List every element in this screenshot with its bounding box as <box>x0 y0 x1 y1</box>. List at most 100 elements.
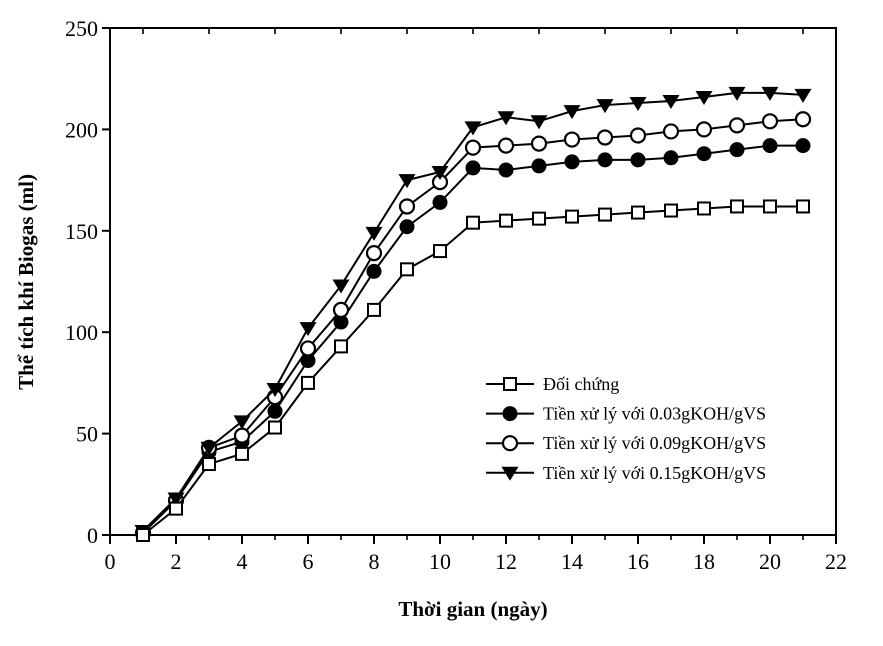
legend-item-1: Tiền xử lý với 0.03gKOH/gVS <box>486 404 766 424</box>
data-point-marker <box>596 99 614 114</box>
data-point-marker <box>367 302 381 317</box>
data-point-marker <box>398 174 416 189</box>
data-point-marker <box>267 403 283 419</box>
x-axis-tick-label: 4 <box>237 549 248 574</box>
data-point-marker <box>365 226 383 241</box>
x-axis-tick-label: 20 <box>759 549 781 574</box>
plot-frame <box>109 27 837 536</box>
data-point-marker <box>532 211 546 226</box>
data-point-marker <box>762 138 778 154</box>
open-square-icon <box>503 377 517 391</box>
data-point-marker <box>398 198 416 215</box>
open-circle-icon <box>501 435 519 452</box>
legend: Đối chứng Tiền xử lý với 0.03gKOH/gVS Tiền… <box>486 374 766 483</box>
data-point-marker <box>761 113 779 130</box>
data-point-marker <box>563 131 581 148</box>
data-point-marker <box>763 199 777 214</box>
plot-frame-border <box>109 27 837 536</box>
data-point-marker <box>730 199 744 214</box>
data-point-marker <box>400 262 414 277</box>
x-axis-tick-label: 0 <box>105 549 116 574</box>
data-point-marker <box>365 245 383 262</box>
data-point-marker <box>266 382 284 397</box>
data-point-marker <box>729 142 745 158</box>
data-point-marker <box>530 115 548 130</box>
data-point-marker <box>796 199 810 214</box>
data-point-marker <box>431 165 449 180</box>
data-point-marker <box>597 152 613 168</box>
filled-circle-icon <box>502 406 518 422</box>
data-point-marker <box>301 375 315 390</box>
data-point-marker <box>565 209 579 224</box>
data-point-marker <box>464 121 482 136</box>
data-point-marker <box>498 162 514 178</box>
y-axis-tick-label: 250 <box>65 16 98 41</box>
data-point-marker <box>794 111 812 128</box>
filled-triangle-down-icon <box>501 466 519 481</box>
data-point-marker <box>596 129 614 146</box>
series-open-square <box>136 199 810 542</box>
x-axis-tick-label: 16 <box>627 549 649 574</box>
series-open-circle <box>134 111 812 542</box>
y-axis-tick-label: 0 <box>87 523 98 548</box>
data-point-marker <box>233 415 251 430</box>
data-point-marker <box>662 95 680 110</box>
x-axis-tick-label: 2 <box>171 549 182 574</box>
data-point-marker <box>200 441 218 456</box>
x-axis-title: Thời gian (ngày) <box>398 597 547 621</box>
data-point-marker <box>629 97 647 112</box>
axes: 0 2 4 6 8 10 12 14 16 18 20 22 0 50 100 150 200 250 <box>65 16 847 574</box>
data-point-marker <box>333 314 349 330</box>
data-point-marker <box>466 215 480 230</box>
legend-item-2: Tiền xử lý với 0.09gKOH/gVS <box>486 433 766 453</box>
data-point-marker <box>499 213 513 228</box>
data-point-marker <box>697 201 711 216</box>
data-point-marker <box>662 123 680 140</box>
data-point-marker <box>235 446 249 461</box>
data-point-marker <box>795 138 811 154</box>
legend-label: Tiền xử lý với 0.09gKOH/gVS <box>543 433 766 453</box>
data-point-marker <box>761 86 779 101</box>
data-point-marker <box>332 279 350 294</box>
legend-item-0: Đối chứng <box>486 374 619 394</box>
data-point-marker <box>366 263 382 279</box>
x-axis-tick-label: 18 <box>693 549 715 574</box>
data-point-marker <box>299 340 317 357</box>
x-axis-tick-label: 10 <box>429 549 451 574</box>
series-line <box>142 205 803 536</box>
data-point-marker <box>664 203 678 218</box>
y-axis-title: Thể tích khí Biogas (ml) <box>14 174 38 390</box>
data-point-marker <box>630 152 646 168</box>
data-point-marker <box>695 121 713 138</box>
x-axis-tick-label: 22 <box>825 549 847 574</box>
x-axis-tick-label: 8 <box>369 549 380 574</box>
data-point-marker <box>629 127 647 144</box>
y-axis-tick-label: 200 <box>65 117 98 142</box>
legend-item-3: Tiền xử lý với 0.15gKOH/gVS <box>486 463 766 483</box>
data-point-marker <box>169 501 183 516</box>
x-axis-tick-label: 14 <box>561 549 583 574</box>
data-point-marker <box>728 117 746 134</box>
data-point-marker <box>268 420 282 435</box>
legend-label: Đối chứng <box>543 374 619 394</box>
data-point-marker <box>531 158 547 174</box>
data-point-marker <box>564 154 580 170</box>
y-axis-tick-label: 100 <box>65 320 98 345</box>
data-series <box>134 86 812 542</box>
x-axis-tick-label: 6 <box>303 549 314 574</box>
legend-label: Tiền xử lý với 0.15gKOH/gVS <box>543 463 766 483</box>
data-point-marker <box>497 111 515 126</box>
data-point-marker <box>433 244 447 259</box>
data-point-marker <box>399 219 415 235</box>
data-point-marker <box>563 105 581 120</box>
data-point-marker <box>794 88 812 103</box>
data-point-marker <box>728 86 746 101</box>
data-point-marker <box>233 427 251 444</box>
data-point-marker <box>695 90 713 105</box>
data-point-marker <box>497 137 515 154</box>
data-point-marker <box>202 457 216 472</box>
data-point-marker <box>136 528 150 542</box>
data-point-marker <box>300 353 316 369</box>
